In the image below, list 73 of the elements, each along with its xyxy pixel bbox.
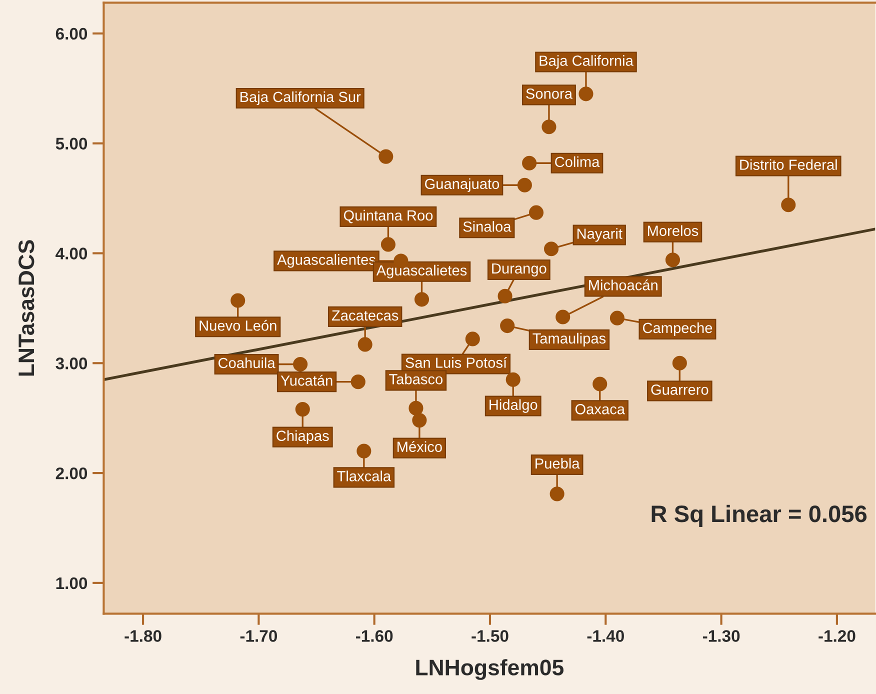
annotation: Guarrero — [651, 384, 708, 395]
y-tick-label: 2.00 — [56, 467, 88, 480]
annotation: Baja California — [540, 55, 634, 69]
point — [517, 178, 532, 192]
x-axis-title: LNHogsfem05 — [416, 659, 564, 680]
point — [542, 120, 556, 134]
y-tick-label: 1.00 — [56, 577, 88, 590]
annotation: Tamaulipas — [532, 332, 606, 346]
point — [610, 310, 624, 326]
point — [672, 356, 687, 370]
y-tick-label: 3.00 — [56, 358, 88, 370]
point — [500, 318, 515, 334]
point — [665, 252, 680, 268]
annotation: Campeche — [642, 322, 712, 336]
annotation: Guanajuato — [425, 178, 500, 192]
point — [295, 402, 310, 417]
point — [592, 376, 608, 392]
y-tick-label: 5.00 — [56, 138, 88, 150]
point — [465, 332, 480, 346]
annotation: Yucatán — [280, 374, 332, 386]
annotation: Distrito Federal — [740, 159, 837, 170]
point — [230, 293, 246, 308]
annotation: Sinaloa — [463, 221, 512, 232]
point — [408, 400, 424, 416]
annotation: San Luis Potosí — [406, 357, 507, 368]
annotation: Tlaxcala — [337, 470, 392, 482]
point — [528, 205, 544, 220]
annotation: Quintana Roo — [344, 210, 433, 224]
annotation: Sonora — [526, 88, 572, 99]
point — [556, 310, 570, 324]
annotation: Nuevo León — [200, 320, 276, 331]
point — [781, 198, 796, 212]
point — [358, 337, 372, 352]
point — [293, 356, 308, 372]
point — [356, 444, 372, 458]
point — [412, 413, 427, 428]
annotation: Puebla — [536, 458, 580, 469]
x-tick-label: -1.60 — [356, 630, 393, 642]
annotation: Durango — [492, 263, 546, 277]
point — [550, 486, 564, 502]
annotation: Nayarit — [577, 228, 622, 242]
annotation: Tabasco — [389, 374, 443, 384]
point — [506, 372, 520, 387]
point — [522, 156, 537, 170]
y-tick-label: 6.00 — [56, 28, 88, 40]
point — [544, 242, 559, 256]
annotation: México — [398, 441, 442, 452]
point — [378, 149, 394, 164]
annotation: Zacatecas — [332, 310, 398, 321]
annotation: Aguascalientes — [277, 254, 376, 268]
x-tick-label: -1.20 — [818, 630, 856, 642]
annotation: Oaxaca — [575, 404, 625, 414]
annotation: Aguascalietes — [376, 264, 467, 278]
annotation: Michoacán — [589, 279, 658, 290]
annotation: Colima — [555, 156, 600, 168]
x-tick-label: -1.50 — [472, 630, 508, 642]
x-tick-label: -1.80 — [124, 630, 162, 642]
annotation: Morelos — [648, 225, 698, 236]
annotation: Coahuila — [218, 357, 276, 368]
x-tick-label: -1.40 — [587, 630, 624, 642]
annotation: Hidalgo — [490, 399, 538, 413]
x-tick-label: -1.70 — [240, 630, 277, 642]
annotation: Baja California Sur — [240, 91, 361, 106]
point — [350, 374, 366, 390]
point — [414, 292, 430, 307]
y-axis-title: LNTasasDCS — [18, 240, 34, 376]
y-tick-label: 4.00 — [56, 248, 88, 260]
point — [380, 237, 396, 252]
x-tick-label: -1.30 — [702, 630, 740, 642]
annotation: Chiapas — [276, 430, 329, 444]
point — [498, 288, 512, 304]
point — [578, 86, 594, 102]
annotation: R Sq Linear = 0.056 — [652, 504, 867, 527]
